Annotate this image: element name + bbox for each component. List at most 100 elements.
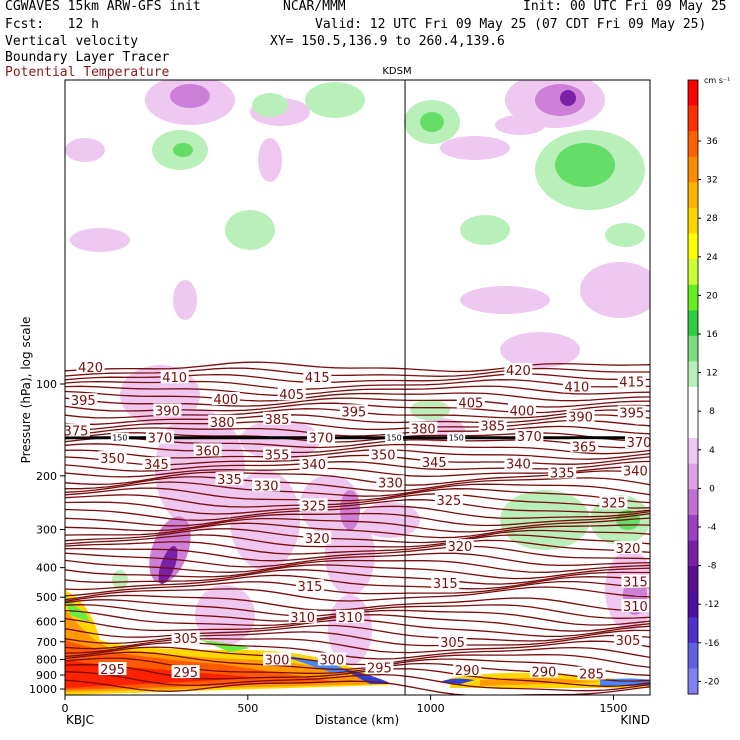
colorbar-label: -12 [705, 600, 720, 610]
theta-label: 395 [71, 394, 96, 409]
theta-label: 285 [579, 668, 604, 683]
theta-label-bg [171, 630, 200, 644]
theta-contour [65, 361, 650, 373]
tropopause-label-bg [385, 432, 404, 443]
theta-label: 335 [217, 473, 242, 488]
theta-label: 295 [173, 666, 198, 681]
theta-label-bg [599, 495, 628, 509]
theta-label-bg [376, 475, 405, 489]
theta-label: 385 [480, 420, 505, 435]
theta-label-bg [193, 443, 222, 457]
theta-label: 310 [623, 600, 648, 615]
theta-label: 320 [447, 540, 472, 555]
theta-label-bg [562, 379, 591, 393]
theta-label-bg [566, 409, 595, 423]
station-top-label: KDSM [382, 66, 411, 77]
colorbar-swatch [688, 591, 698, 618]
colorbar-swatch [688, 438, 698, 465]
colorbar-swatch [688, 514, 698, 541]
y-tick-label: 200 [36, 470, 57, 483]
potential-temperature-contours [65, 361, 650, 695]
theta-contour [65, 624, 650, 642]
theta-label: 415 [619, 375, 644, 390]
colorbar-label: 0 [709, 484, 715, 494]
theta-label-bg [146, 430, 175, 444]
colorbar-label: -4 [708, 523, 717, 533]
colorbar-swatch [688, 207, 698, 234]
theta-label: 375 [64, 424, 89, 439]
theta-label-bg [299, 498, 328, 512]
theta-label-bg [277, 387, 306, 401]
theta-label-bg [98, 451, 127, 465]
theta-label-bg [61, 423, 90, 437]
theta-label-bg [478, 418, 507, 432]
max-downward-motion-regions [158, 90, 576, 584]
theta-label: 310 [290, 611, 315, 626]
theta-label-bg [303, 370, 332, 384]
colorbar-frame [687, 79, 699, 695]
theta-label-bg [263, 447, 292, 461]
theta-label: 340 [623, 464, 648, 479]
theta-label-bg [339, 404, 368, 418]
theta-contour [65, 505, 650, 521]
theta-label-bg [69, 393, 98, 407]
x-tick-label: 1000 [417, 702, 445, 715]
y-tick-label: 800 [36, 653, 57, 666]
theta-label-bg [306, 430, 335, 444]
x-tick-label: 0 [62, 702, 69, 715]
theta-label-bg [529, 664, 558, 678]
theta-label-bg [295, 579, 324, 593]
colorbar-unit: cm s⁻¹ [704, 76, 730, 85]
colorbar-swatch [688, 412, 698, 439]
theta-label-bg [98, 662, 127, 676]
theta-contour [65, 499, 650, 515]
theta-label: 405 [279, 388, 304, 403]
colorbar-label: 28 [706, 214, 718, 224]
theta-contour [65, 646, 650, 669]
y-tick-label: 900 [36, 669, 57, 682]
theta-contour [65, 539, 650, 555]
theta-label: 350 [100, 452, 125, 467]
theta-label: 395 [619, 406, 644, 421]
x-tick-label: 500 [237, 702, 258, 715]
theta-contour [65, 512, 650, 527]
theta-label: 370 [148, 432, 173, 447]
theta-contour [65, 419, 650, 431]
theta-label: 325 [601, 497, 626, 512]
theta-label: 365 [572, 440, 597, 455]
theta-label-bg [614, 632, 643, 646]
theta-label: 290 [532, 665, 557, 680]
theta-label: 300 [319, 653, 344, 668]
theta-label-bg [431, 576, 460, 590]
theta-label-bg [621, 574, 650, 588]
theta-label-bg [76, 360, 105, 374]
forecast-hour: Fcst: 12 h [5, 17, 99, 32]
theta-label-bg [570, 439, 599, 453]
theta-label-bg [303, 531, 332, 545]
model-title: CGWAVES 15km ARW-GFS init [5, 0, 201, 14]
x-tick-label: 1500 [599, 702, 627, 715]
theta-label-bg [515, 428, 544, 442]
theta-label-bg [453, 662, 482, 676]
theta-label: 320 [616, 542, 641, 557]
theta-contour [65, 425, 650, 437]
theta-label-bg [577, 666, 606, 680]
org-label: NCAR/MMM [283, 0, 346, 14]
colorbar-swatch [688, 463, 698, 490]
colorbar-label: 8 [709, 407, 715, 417]
colorbar-swatch [688, 131, 698, 158]
colorbar-swatch [688, 642, 698, 669]
theta-label-bg [409, 421, 438, 435]
init-time: Init: 00 UTC Fri 09 May 25 [523, 0, 727, 14]
theta-contour [65, 476, 650, 492]
theta-label: 410 [564, 381, 589, 396]
theta-label: 340 [506, 457, 531, 472]
field-boundary-layer-tracer: Boundary Layer Tracer [5, 50, 170, 65]
theta-label: 410 [162, 371, 187, 386]
theta-label: 355 [265, 448, 290, 463]
colorbar-swatch [688, 540, 698, 567]
theta-label: 390 [155, 404, 180, 419]
theta-label-bg [617, 374, 646, 388]
y-tick-label: 400 [36, 562, 57, 575]
